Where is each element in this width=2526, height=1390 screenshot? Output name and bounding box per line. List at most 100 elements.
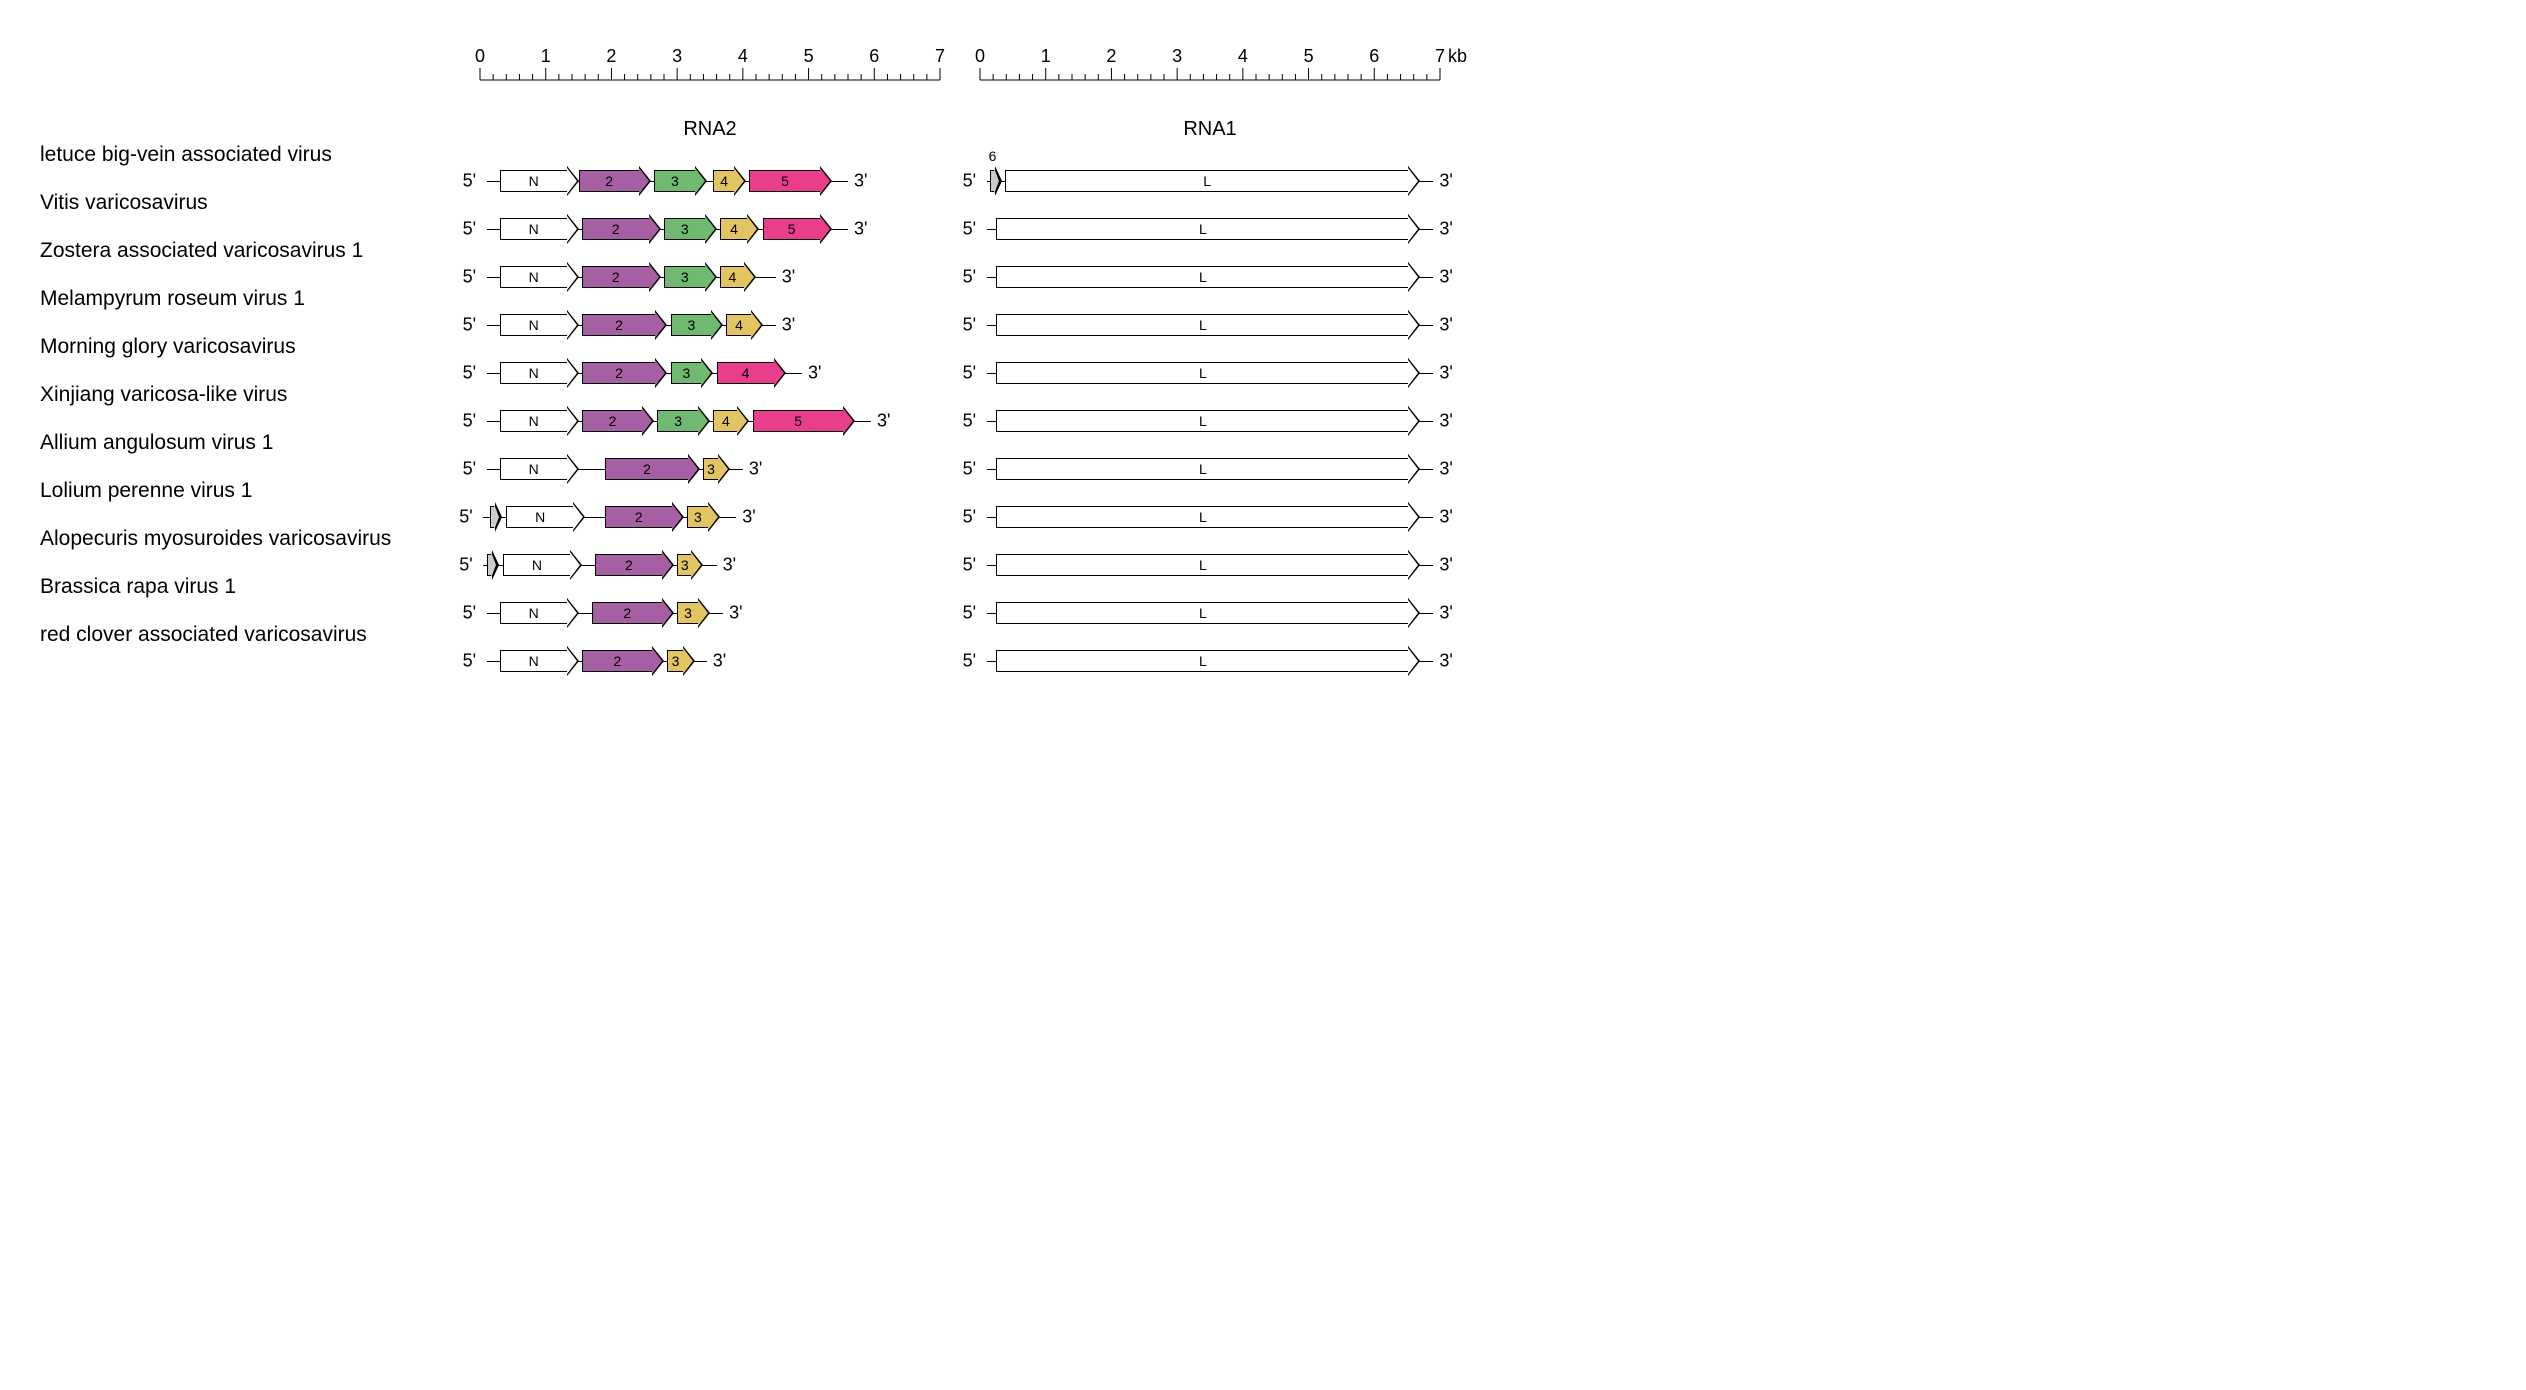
orf-label: N — [506, 506, 573, 528]
five-prime-label: 5' — [463, 603, 476, 624]
svg-text:6: 6 — [869, 46, 879, 66]
rna2-header: RNA2 — [480, 118, 940, 148]
orf-arrow: 2 — [605, 454, 700, 484]
orf-label: 3 — [671, 362, 702, 384]
virus-name-label: Morning glory varicosavirus — [40, 332, 460, 362]
five-prime-label: 5' — [963, 411, 976, 432]
five-prime-label: 5' — [963, 651, 976, 672]
ruler-block: 01234567 — [480, 40, 940, 100]
rna-segment: 5'3'N23 — [480, 598, 940, 628]
three-prime-label: 3' — [1439, 411, 1452, 432]
rna-segment: 5'3'L — [980, 358, 1440, 388]
orf-arrow: 2 — [582, 262, 661, 292]
orf-label: 3 — [664, 266, 705, 288]
orf-label: 2 — [582, 410, 642, 432]
orf-arrow: 3 — [687, 502, 720, 532]
orf-arrow: L — [996, 454, 1420, 484]
three-prime-label: 3' — [729, 603, 742, 624]
svg-text:2: 2 — [1106, 46, 1116, 66]
five-prime-label: 5' — [963, 603, 976, 624]
virus-row: 5'3'N23455'3'L — [480, 214, 1440, 244]
orf-label: 3 — [657, 410, 698, 432]
orf-label: N — [500, 266, 567, 288]
orf-label: L — [996, 458, 1408, 480]
svg-text:1: 1 — [1041, 46, 1051, 66]
orf-arrow — [487, 550, 499, 580]
orf-arrow — [490, 502, 502, 532]
five-prime-label: 5' — [963, 459, 976, 480]
rna-segment: 5'3'L — [980, 310, 1440, 340]
tracks-column: 0123456701234567kb RNA2 RNA1 5'3'N23455'… — [480, 40, 1440, 676]
orf-label: L — [996, 650, 1408, 672]
orf-arrow: 5 — [753, 406, 855, 436]
five-prime-label: 5' — [963, 219, 976, 240]
orf-arrow: 4 — [713, 166, 746, 196]
orf-label: 3 — [667, 650, 683, 672]
orf-label: N — [500, 458, 567, 480]
rna-segment: 5'3'6L — [980, 166, 1440, 196]
orf-arrow: L — [996, 358, 1420, 388]
orf-label: 2 — [592, 602, 662, 624]
orf-arrow: 2 — [582, 358, 667, 388]
rna-segment: 5'3'N234 — [480, 262, 940, 292]
three-prime-label: 3' — [749, 459, 762, 480]
svg-text:3: 3 — [672, 46, 682, 66]
five-prime-label: 5' — [463, 651, 476, 672]
virus-row: 5'3'N23455'3'6L — [480, 166, 1440, 196]
five-prime-label: 5' — [963, 555, 976, 576]
rna-segment: 5'3'N2345 — [480, 406, 940, 436]
orf-arrow: 3 — [703, 454, 729, 484]
five-prime-label: 5' — [963, 507, 976, 528]
rna-segment: 5'3'L — [980, 214, 1440, 244]
five-prime-label: 5' — [463, 315, 476, 336]
rna-segment: 5'3'L — [980, 550, 1440, 580]
three-prime-label: 3' — [854, 219, 867, 240]
orf-arrow: N — [506, 502, 585, 532]
virus-row: 5'3'N2345'3'L — [480, 310, 1440, 340]
orf-label: N — [500, 410, 567, 432]
orf-arrow: N — [500, 406, 579, 436]
orf-arrow: 2 — [582, 310, 667, 340]
svg-text:5: 5 — [804, 46, 814, 66]
rna1-header: RNA1 — [980, 118, 1440, 148]
orf-label: 3 — [687, 506, 708, 528]
five-prime-label: 5' — [463, 219, 476, 240]
orf-label: L — [996, 266, 1408, 288]
orf-label: L — [996, 362, 1408, 384]
orf-label: N — [500, 218, 567, 240]
orf-label: 5 — [753, 410, 843, 432]
virus-name-label: Xinjiang varicosa-like virus — [40, 380, 460, 410]
orf-label: 2 — [595, 554, 662, 576]
genome-diagram: letuce big-vein associated virusVitis va… — [40, 40, 2486, 676]
five-prime-label: 5' — [463, 363, 476, 384]
virus-name-label: Lolium perenne virus 1 — [40, 476, 460, 506]
virus-row: 5'3'N235'3'L — [480, 502, 1440, 532]
orf-arrow: 3 — [664, 214, 717, 244]
orf-label: 5 — [763, 218, 820, 240]
orf-label: L — [996, 410, 1408, 432]
orf-label: 3 — [703, 458, 717, 480]
virus-row: 5'3'N2345'3'L — [480, 262, 1440, 292]
orf-label: 2 — [605, 458, 688, 480]
orf-arrow: 2 — [592, 598, 674, 628]
orf-label: 4 — [713, 170, 734, 192]
orf-arrow: L — [996, 550, 1420, 580]
svg-text:6: 6 — [1369, 46, 1379, 66]
three-prime-label: 3' — [1439, 651, 1452, 672]
svg-text:1: 1 — [541, 46, 551, 66]
orf-arrow: 3 — [677, 550, 703, 580]
orf-label: N — [500, 362, 567, 384]
orf-arrow: L — [996, 598, 1420, 628]
three-prime-label: 3' — [1439, 267, 1452, 288]
three-prime-label: 3' — [782, 315, 795, 336]
orf-arrow: N — [500, 310, 579, 340]
five-prime-label: 5' — [463, 267, 476, 288]
five-prime-label: 5' — [459, 555, 472, 576]
orf-arrow: L — [1005, 166, 1420, 196]
three-prime-label: 3' — [1439, 219, 1452, 240]
orf-arrow: 2 — [582, 214, 661, 244]
orf-label: L — [1005, 170, 1408, 192]
orf-arrow: L — [996, 502, 1420, 532]
orf-arrow: 3 — [667, 646, 695, 676]
svg-text:0: 0 — [975, 46, 985, 66]
